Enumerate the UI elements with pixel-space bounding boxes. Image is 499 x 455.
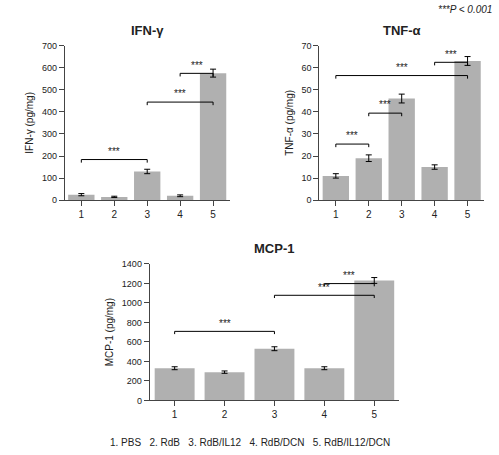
svg-text:2: 2 xyxy=(366,209,372,220)
svg-text:***: *** xyxy=(219,318,231,329)
svg-text:1200: 1200 xyxy=(122,279,142,289)
svg-text:20: 20 xyxy=(302,151,312,161)
svg-text:IFN-γ (pg/mg): IFN-γ (pg/mg) xyxy=(24,92,35,154)
svg-text:50: 50 xyxy=(302,85,312,95)
svg-text:***: *** xyxy=(396,62,408,73)
svg-text:100: 100 xyxy=(42,173,57,183)
svg-text:800: 800 xyxy=(127,318,142,328)
svg-text:300: 300 xyxy=(42,129,57,139)
svg-text:TNF-α: TNF-α xyxy=(383,23,421,38)
svg-text:***P < 0.001: ***P < 0.001 xyxy=(438,4,492,15)
svg-text:***: *** xyxy=(379,99,391,110)
svg-text:***: *** xyxy=(191,60,203,71)
svg-text:5: 5 xyxy=(371,409,377,420)
svg-text:1: 1 xyxy=(79,209,85,220)
svg-text:***: *** xyxy=(318,282,330,293)
svg-text:1: 1 xyxy=(172,409,178,420)
svg-text:0: 0 xyxy=(52,195,57,205)
svg-text:TNF-α (pg/mg): TNF-α (pg/mg) xyxy=(284,90,295,156)
svg-text:4: 4 xyxy=(432,209,438,220)
svg-text:***: *** xyxy=(343,270,355,281)
svg-text:2: 2 xyxy=(222,409,228,420)
svg-text:200: 200 xyxy=(42,151,57,161)
svg-text:400: 400 xyxy=(42,107,57,117)
svg-text:600: 600 xyxy=(42,63,57,73)
svg-text:1000: 1000 xyxy=(122,298,142,308)
svg-text:1: 1 xyxy=(333,209,339,220)
svg-text:5: 5 xyxy=(210,209,216,220)
svg-text:1. PBS 2. RdB 3. RdB/IL12: 1. PBS 2. RdB 3. RdB/IL12 4. RdB/DCN 5. … xyxy=(110,437,390,448)
svg-text:10: 10 xyxy=(302,173,312,183)
svg-text:2: 2 xyxy=(111,209,117,220)
svg-text:0: 0 xyxy=(307,195,312,205)
svg-text:***: *** xyxy=(346,130,358,141)
svg-text:3: 3 xyxy=(144,209,150,220)
svg-text:40: 40 xyxy=(302,107,312,117)
svg-text:***: *** xyxy=(445,49,457,60)
svg-text:70: 70 xyxy=(302,41,312,51)
svg-text:1400: 1400 xyxy=(122,259,142,269)
svg-text:***: *** xyxy=(108,146,120,157)
svg-text:IFN-γ: IFN-γ xyxy=(131,23,164,38)
svg-text:MCP-1 (pg/mg): MCP-1 (pg/mg) xyxy=(104,298,115,366)
svg-text:600: 600 xyxy=(127,337,142,347)
svg-text:60: 60 xyxy=(302,63,312,73)
svg-text:3: 3 xyxy=(399,209,405,220)
svg-text:4: 4 xyxy=(322,409,328,420)
svg-text:500: 500 xyxy=(42,85,57,95)
svg-text:400: 400 xyxy=(127,357,142,367)
svg-text:0: 0 xyxy=(137,396,142,406)
svg-text:30: 30 xyxy=(302,129,312,139)
svg-text:4: 4 xyxy=(177,209,183,220)
svg-text:3: 3 xyxy=(272,409,278,420)
svg-text:5: 5 xyxy=(465,209,471,220)
svg-text:200: 200 xyxy=(127,376,142,386)
svg-text:MCP-1: MCP-1 xyxy=(254,241,294,256)
svg-text:700: 700 xyxy=(42,41,57,51)
svg-text:***: *** xyxy=(174,88,186,99)
